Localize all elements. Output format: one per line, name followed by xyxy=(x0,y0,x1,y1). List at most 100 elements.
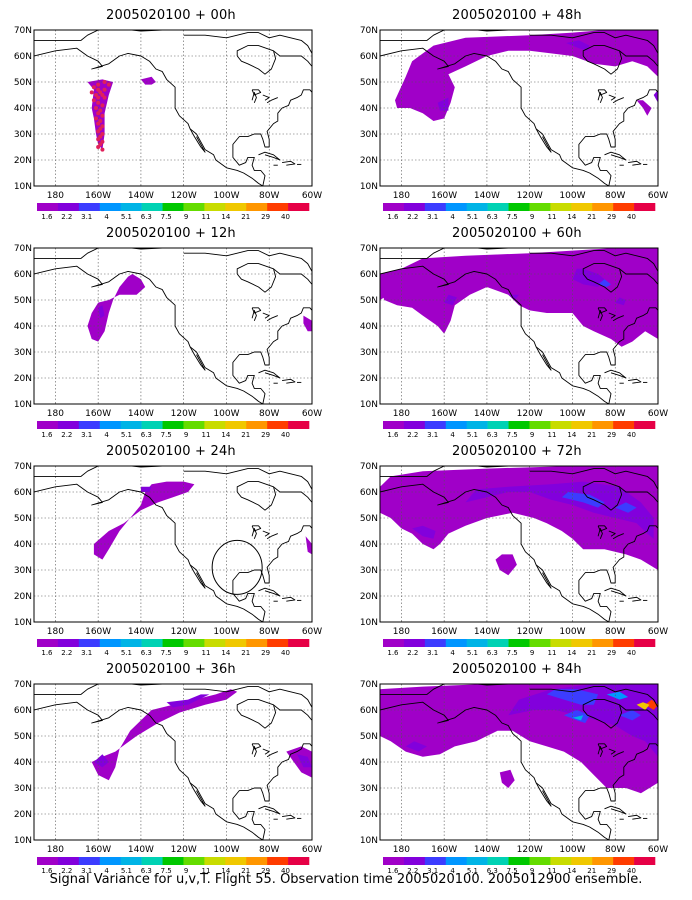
colorbar-label: 6.3 xyxy=(141,431,152,439)
colorbar-label: 4 xyxy=(104,649,109,657)
lat-label: 40N xyxy=(360,540,378,550)
variance-contour xyxy=(412,525,436,539)
grid xyxy=(34,684,312,840)
coastline xyxy=(529,468,658,490)
panel-title: 2005020100 + 84h xyxy=(452,662,582,677)
colorbar-swatch xyxy=(508,639,530,647)
observation-point xyxy=(102,87,107,92)
coastline xyxy=(262,530,270,537)
variance-contour xyxy=(636,702,650,710)
coastline xyxy=(266,97,278,104)
colorbar-label: 5.1 xyxy=(121,649,132,657)
observation-point xyxy=(96,100,101,105)
colorbar-swatch xyxy=(37,203,59,211)
coastline xyxy=(251,309,257,321)
colorbar-label: 3.1 xyxy=(81,431,92,439)
coastline xyxy=(282,814,296,820)
colorbar-swatch xyxy=(613,203,635,211)
colorbar-swatch xyxy=(288,203,310,211)
colorbar-label: 14 xyxy=(567,649,576,657)
coastlines xyxy=(380,30,658,186)
panel-title: 2005020100 + 72h xyxy=(452,444,582,459)
colorbar-label: 11 xyxy=(547,213,556,221)
coastline xyxy=(619,704,658,721)
colorbar-swatch xyxy=(204,639,226,647)
variance-contour xyxy=(561,492,605,508)
coastline xyxy=(273,268,312,285)
lat-label: 60N xyxy=(360,270,378,280)
coastline xyxy=(608,530,616,537)
lon-label: 180 xyxy=(393,627,410,637)
colorbar-label: 4 xyxy=(450,649,455,657)
colorbar-swatch xyxy=(162,857,184,865)
colorbar-swatch xyxy=(78,639,101,647)
lon-label: 160W xyxy=(431,627,457,637)
lon-label: 120W xyxy=(517,627,543,637)
lon-label: 80W xyxy=(259,627,279,637)
colorbar-swatch xyxy=(141,639,163,647)
coastline xyxy=(628,378,642,384)
colorbar-swatch xyxy=(267,639,289,647)
coastline xyxy=(529,32,658,54)
lat-label: 20N xyxy=(360,374,378,384)
colorbar-swatch xyxy=(183,639,205,647)
colorbar-label: 14 xyxy=(221,431,230,439)
lat-label: 30N xyxy=(360,566,378,576)
colorbar-label: 9 xyxy=(530,867,534,875)
lon-label: 100W xyxy=(213,409,239,419)
coastline xyxy=(251,89,262,96)
coastline xyxy=(262,748,270,755)
colorbar-label: 1.6 xyxy=(387,213,399,221)
colorbar-swatch xyxy=(383,421,405,429)
coastline xyxy=(582,699,623,729)
lon-label: 120W xyxy=(171,409,197,419)
colorbar-swatch xyxy=(162,203,184,211)
colorbar-label: 29 xyxy=(607,213,616,221)
coastline xyxy=(34,701,264,840)
colorbar-label: 2.2 xyxy=(407,431,418,439)
lon-label: 140W xyxy=(474,845,500,855)
lat-label: 30N xyxy=(360,130,378,140)
colorbar-swatch xyxy=(120,857,142,865)
lon-label: 80W xyxy=(605,627,625,637)
plot-frame xyxy=(379,247,659,405)
colorbar-label: 9 xyxy=(530,213,534,221)
lon-label: 120W xyxy=(171,191,197,201)
variance-contour xyxy=(91,689,238,781)
lat-label: 20N xyxy=(360,592,378,602)
colorbar-label: 3.1 xyxy=(427,431,438,439)
coastline xyxy=(282,160,296,166)
colorbar-label: 1.6 xyxy=(387,867,399,875)
lat-label: 20N xyxy=(14,592,32,602)
variance-contour xyxy=(653,89,658,103)
variance-contour xyxy=(166,694,210,708)
map: 70N 60N 50N 40N 30N 20N 10N 180 160W 140W 120W 100W… xyxy=(14,244,322,439)
lon-label: 60W xyxy=(648,845,668,855)
plot-frame xyxy=(379,465,659,623)
lon-label: 160W xyxy=(85,409,111,419)
lat-label: 40N xyxy=(360,758,378,768)
colorbar-label: 11 xyxy=(201,649,210,657)
coastline xyxy=(597,527,603,539)
colorbar-swatch xyxy=(204,421,226,429)
coastline xyxy=(232,525,312,622)
coastline xyxy=(266,315,278,322)
colorbar-swatch xyxy=(57,857,80,865)
colorbar-label: 5.1 xyxy=(467,431,478,439)
colorbar-swatch xyxy=(246,421,268,429)
lat-label: 70N xyxy=(360,244,378,254)
colorbar-swatch xyxy=(571,857,593,865)
colorbar-swatch xyxy=(508,203,530,211)
coastline xyxy=(236,699,277,729)
colorbar-swatch xyxy=(162,639,184,647)
coastline xyxy=(608,748,616,755)
grid xyxy=(34,466,312,622)
coastline xyxy=(236,45,277,75)
variance-contour xyxy=(98,305,105,319)
colorbar-label: 21 xyxy=(241,213,250,221)
colorbar-label: 21 xyxy=(241,867,250,875)
lon-label: 180 xyxy=(393,845,410,855)
coastline xyxy=(619,268,658,285)
variance-contour xyxy=(405,741,427,752)
lon-label: 80W xyxy=(259,191,279,201)
